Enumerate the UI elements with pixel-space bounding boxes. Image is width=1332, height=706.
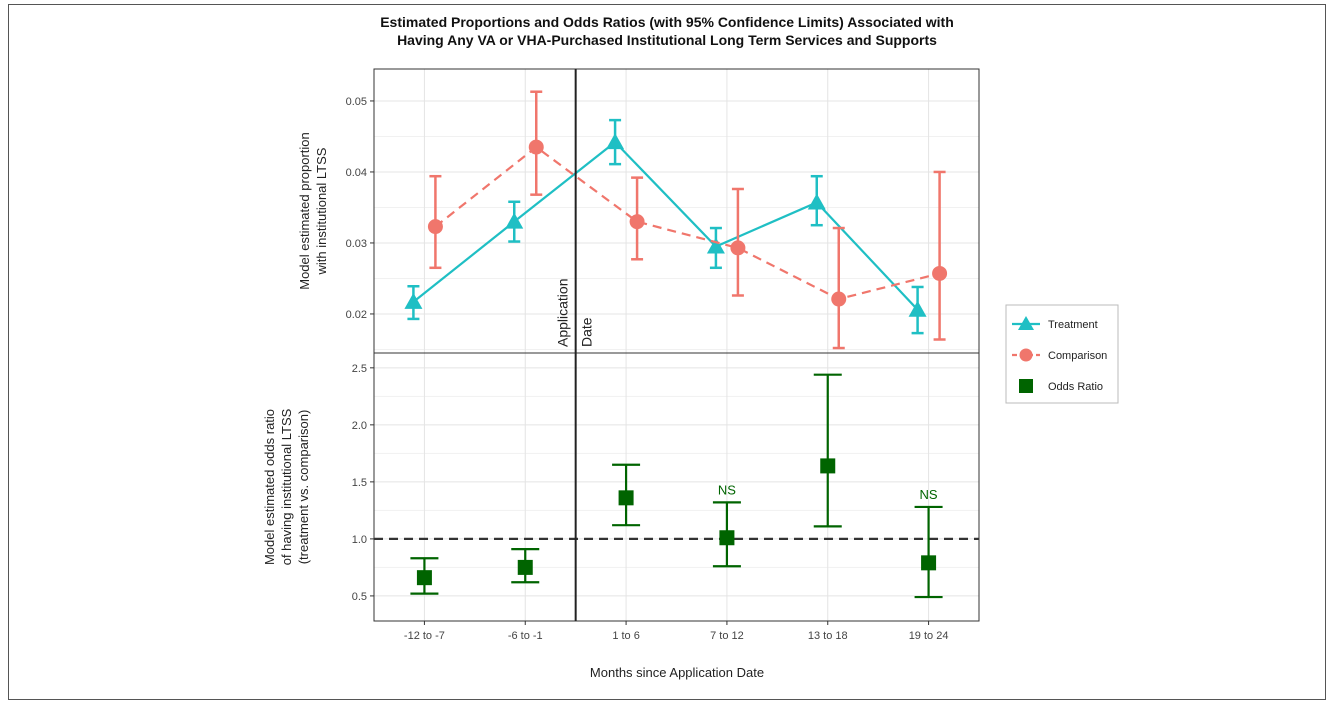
odds-ratio-error-bar (813, 373, 842, 528)
odds-ratio-point (921, 555, 937, 571)
chart-title: Estimated Proportions and Odds Ratios (w… (380, 14, 954, 48)
series-odds-ratio: NS NS (410, 373, 943, 599)
x-tick-label: -12 to -7 (404, 630, 445, 642)
legend: Treatment Comparison Odds Ratio (1005, 304, 1119, 404)
bottom-y-tick-label: 1.0 (352, 534, 367, 546)
bottom-y-axis-title-line: of having institutional LTSS (279, 408, 294, 565)
series-treatment (404, 118, 927, 335)
legend-item-treatment: Treatment (1012, 316, 1098, 331)
figure-frame: Estimated Proportions and Odds Ratios (w… (8, 4, 1326, 700)
comparison-point (831, 291, 847, 307)
legend-key-square (1019, 379, 1033, 393)
legend-key-circle (1019, 348, 1033, 362)
bottom-y-tick-label: 2.5 (352, 363, 367, 375)
legend-item-label: Treatment (1048, 319, 1098, 331)
treatment-point (706, 237, 725, 254)
top-y-tick-label: 0.05 (346, 96, 367, 108)
top-y-axis-title-line: with institutional LTSS (314, 147, 329, 275)
treatment-point (404, 292, 423, 309)
odds-ratio-point (618, 490, 634, 506)
top-y-axis-title-line: Model estimated proportion (297, 132, 312, 290)
comparison-line (434, 145, 940, 301)
ns-annotation: NS (718, 482, 736, 497)
top-y-axis-title: Model estimated proportion with instituti… (297, 132, 329, 290)
odds-ratio-point (416, 570, 432, 586)
comparison-point (427, 219, 443, 235)
top-y-tick-label: 0.03 (346, 238, 367, 250)
x-tick-label: 13 to 18 (808, 630, 848, 642)
bottom-panel-border (373, 352, 980, 622)
proportion-panel: 0.02 0.03 0.04 0.05 Model estimated proporti… (297, 68, 980, 354)
odds-ratio-point (719, 530, 735, 546)
legend-item-comparison: Comparison (1012, 348, 1107, 362)
comparison-point (932, 265, 948, 281)
application-date-marker: Application Date (555, 69, 595, 621)
legend-item-odds-ratio: Odds Ratio (1019, 379, 1103, 393)
treatment-point (505, 212, 524, 229)
x-axis: -12 to -7 -6 to -1 1 to 6 7 to 12 13 to 18 19… (404, 621, 949, 642)
x-axis-title: Months since Application Date (590, 665, 764, 680)
series-comparison (427, 90, 948, 350)
legend-item-label: Comparison (1048, 350, 1107, 362)
odds-ratio-panel: 0.5 1.0 1.5 2.0 2.5 Model estimated odds rati… (262, 352, 980, 622)
comparison-error-bar (832, 226, 845, 350)
odds-ratio-error-bar (914, 505, 943, 599)
ns-annotation: NS (920, 487, 938, 502)
comparison-error-bar (933, 170, 946, 341)
chart: Estimated Proportions and Odds Ratios (w… (262, 14, 1119, 680)
comparison-point (730, 240, 746, 256)
x-tick-label: -6 to -1 (508, 630, 543, 642)
comparison-point (629, 214, 645, 230)
bottom-y-axis-title-line: Model estimated odds ratio (262, 409, 277, 565)
top-y-tick-label: 0.02 (346, 309, 367, 321)
treatment-point (606, 133, 625, 150)
x-tick-label: 1 to 6 (612, 630, 640, 642)
bottom-y-tick-label: 2.0 (352, 420, 367, 432)
application-date-label-line-1: Application (555, 279, 571, 348)
application-date-label-line-2: Date (579, 317, 595, 347)
legend-key-triangle (1018, 316, 1034, 330)
x-tick-label: 7 to 12 (710, 630, 744, 642)
top-y-tick-label: 0.04 (346, 167, 367, 179)
chart-title-line-2: Having Any VA or VHA-Purchased Instituti… (397, 32, 937, 48)
legend-item-label: Odds Ratio (1048, 381, 1103, 393)
top-panel-border (373, 68, 980, 354)
bottom-y-axis-title: Model estimated odds ratio of having inst… (262, 408, 311, 565)
comparison-point (528, 139, 544, 155)
bottom-y-tick-label: 1.5 (352, 477, 367, 489)
odds-ratio-point (820, 458, 836, 474)
treatment-point (807, 193, 826, 210)
x-tick-label: 19 to 24 (909, 630, 949, 642)
chart-title-line-1: Estimated Proportions and Odds Ratios (w… (380, 14, 954, 30)
bottom-y-tick-label: 0.5 (352, 591, 367, 603)
bottom-y-axis-title-line: (treatment vs. comparison) (296, 410, 311, 565)
treatment-line (412, 140, 919, 311)
odds-ratio-point (517, 559, 533, 575)
treatment-point (908, 300, 927, 317)
